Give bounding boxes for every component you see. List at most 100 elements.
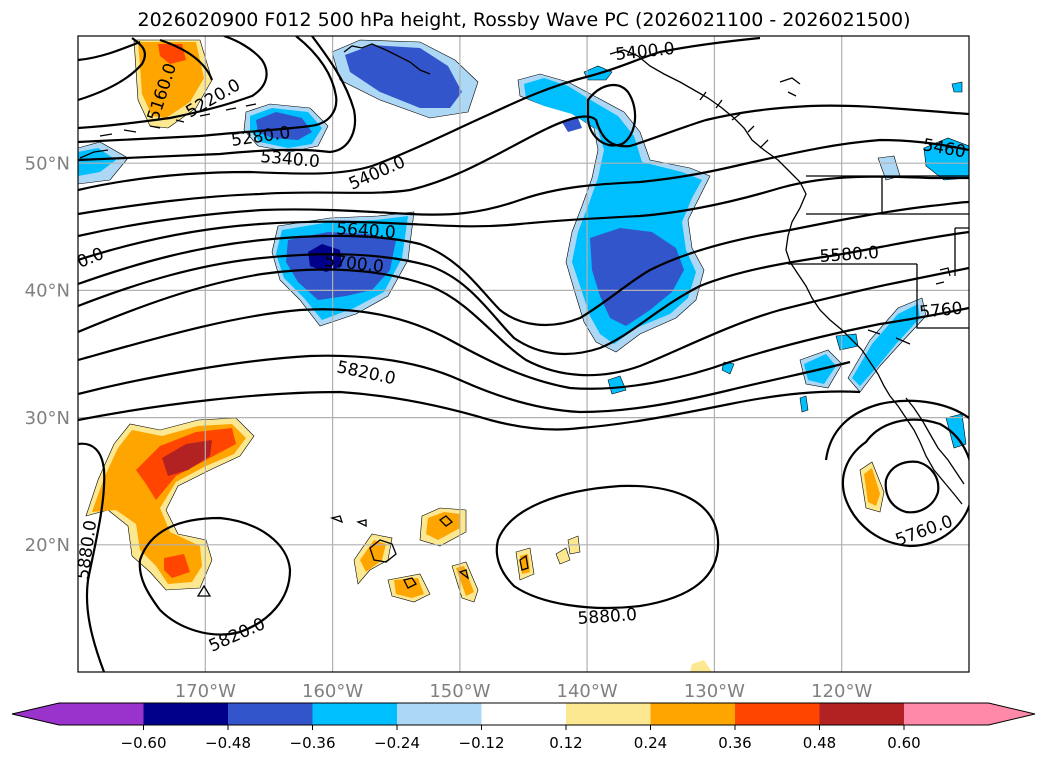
coast-alaska-peninsula [343, 43, 431, 75]
contour-5760-cutoff-inner [884, 460, 940, 514]
contour-5520 [78, 175, 969, 262]
shade-mexico [945, 413, 967, 449]
shade-hawaii-1-mid [426, 512, 460, 540]
shade-small-4 [951, 81, 963, 93]
colorbar-outline [11, 702, 1036, 726]
lon-label-150w: 150°W [429, 681, 490, 702]
contour-5700 [78, 266, 969, 377]
coast-north-america [609, 49, 879, 375]
positive-anomaly-shading [85, 39, 885, 672]
colorbar-ticks [143, 725, 905, 730]
coast-bc-islands [699, 91, 769, 149]
shade-southwest-spot [164, 554, 190, 578]
shade-mexico-warm-mid [864, 468, 880, 506]
shade-bottom-spot [690, 660, 712, 672]
coast-kamchatka [79, 149, 109, 159]
lon-label-160w: 160°W [302, 681, 363, 702]
colorbar-swatch-10 [819, 703, 904, 725]
lon-label-170w: 170°W [175, 681, 236, 702]
cb-label-neg036: −0.36 [290, 734, 336, 752]
cb-label-pos024: 0.24 [634, 734, 667, 752]
colorbar-swatch-8 [650, 703, 735, 725]
coast-hawaiian-chain [329, 515, 529, 589]
coast-aleutian-islands [99, 103, 257, 137]
cb-label-pos012: 0.12 [549, 734, 582, 752]
contour-5760-cutoff-outer [841, 418, 969, 548]
latitude-tick-labels: 50°N 40°N 30°N 20°N [25, 154, 70, 557]
contour-5580 [78, 200, 969, 327]
coast-channel-islands [867, 329, 911, 345]
contour-5160-north [78, 40, 141, 62]
graticule [78, 36, 969, 672]
contour-5220 [78, 36, 268, 130]
colorbar-swatch-1 [59, 703, 144, 725]
shade-southwest-mid [92, 424, 246, 584]
shade-hawaii-6 [555, 547, 571, 565]
lat-label-20n: 20°N [25, 535, 70, 556]
contour-5460 [78, 138, 969, 238]
shade-bering-mid [138, 42, 204, 118]
colorbar-swatch-5 [397, 703, 482, 725]
lat-label-30n: 30°N [25, 408, 70, 429]
contour-5820-cutoff [824, 399, 969, 461]
cb-label-neg060: −0.60 [121, 734, 167, 752]
colorbar-swatch-4 [312, 703, 397, 725]
cb-label-pos048: 0.48 [803, 734, 836, 752]
colorbar: −0.60 −0.48 −0.36 −0.24 −0.12 0.12 0.24 … [11, 702, 1036, 752]
shade-central-pacific-min [308, 244, 342, 272]
map-frame [77, 35, 970, 673]
colorbar-swatch-3 [228, 703, 313, 725]
coast-baja [877, 373, 963, 505]
shade-small-3 [799, 395, 809, 413]
coast-lakes [935, 267, 951, 285]
contour-5280 [78, 36, 338, 144]
height-contours [78, 36, 969, 672]
cb-label-pos036: 0.36 [718, 734, 751, 752]
shade-small-2 [721, 361, 735, 375]
coast-gulf-california [905, 397, 965, 485]
coast-islands-ne [779, 77, 801, 97]
shade-gulf-of-alaska-core [345, 45, 462, 108]
lon-label-130w: 130°W [684, 681, 745, 702]
shade-california-mid [852, 304, 920, 386]
figure-title: 2026020900 F012 500 hPa height, Rossby W… [137, 9, 910, 31]
contour-low-closed [586, 83, 637, 147]
shade-small-1 [607, 375, 627, 395]
contour-5820 [78, 354, 851, 414]
cb-label-neg012: −0.12 [459, 734, 505, 752]
contour-5880-west [78, 442, 106, 672]
colorbar-swatch-9 [735, 703, 820, 725]
cb-label-neg048: −0.48 [205, 734, 251, 752]
coast-hawaii-big [369, 539, 397, 563]
contour-label-5880-south: 5880.0 [577, 605, 638, 629]
contour-5820-south [138, 516, 292, 636]
lon-label-120w: 120°W [811, 681, 872, 702]
colorbar-swatch-7 [566, 703, 651, 725]
contour-label-5580: 5580.0 [819, 243, 880, 267]
coast-small-island [196, 584, 212, 597]
colorbar-extend-low [12, 703, 59, 725]
colorbar-swatch-11 [904, 703, 989, 725]
contour-5160 [78, 37, 214, 102]
cb-label-pos060: 0.60 [887, 734, 920, 752]
contour-label-5760-east: 5760 [918, 299, 963, 323]
lat-label-40n: 40°N [25, 281, 70, 302]
contour-5760 [78, 306, 969, 390]
shade-southwest-max [162, 440, 212, 476]
shade-bering-core [158, 44, 186, 64]
lon-label-140w: 140°W [557, 681, 618, 702]
contour-5850 [78, 390, 861, 431]
lat-label-50n: 50°N [25, 154, 70, 175]
map-area: 5220.0 5160.0 5280.0 5340.0 5400.0 5460 … [77, 35, 970, 673]
contour-5340 [78, 36, 357, 162]
shade-aleutian-core [256, 112, 312, 140]
colorbar-swatch-6 [481, 703, 566, 725]
contour-label-5640: 5640.0 [336, 219, 397, 243]
colorbar-extend-high [988, 703, 1035, 725]
longitude-tick-labels: 170°W 160°W 150°W 140°W 130°W 120°W [175, 681, 873, 702]
contour-5880-south [495, 484, 720, 610]
contour-5640 [78, 230, 969, 356]
cb-label-neg024: −0.24 [374, 734, 420, 752]
colorbar-swatch-2 [143, 703, 228, 725]
